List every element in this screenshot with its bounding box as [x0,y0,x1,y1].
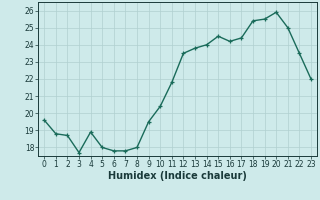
X-axis label: Humidex (Indice chaleur): Humidex (Indice chaleur) [108,171,247,181]
